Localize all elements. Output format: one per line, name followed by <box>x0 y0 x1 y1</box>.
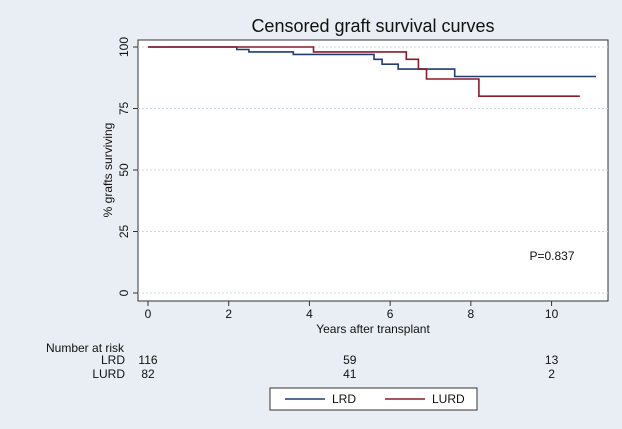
risk-count: 13 <box>545 353 559 367</box>
axes: 0 25 50 75 100 0 2 4 6 8 10 <box>117 37 559 321</box>
risk-table: LRD 116 59 13 LURD 82 41 2 <box>92 353 558 381</box>
risk-count: 41 <box>343 367 357 381</box>
x-tick-label: 8 <box>468 307 475 321</box>
x-axis-label: Years after transplant <box>316 322 430 336</box>
x-tick-label: 6 <box>387 307 394 321</box>
y-tick-label: 0 <box>117 289 131 296</box>
legend-label-lrd: LRD <box>332 392 356 406</box>
y-tick-label: 25 <box>117 225 131 239</box>
risk-row-label: LRD <box>101 353 125 367</box>
legend: LRD LURD <box>269 387 478 411</box>
x-tick-label: 0 <box>145 307 152 321</box>
legend-box <box>269 387 478 411</box>
series-line-lurd <box>148 46 580 97</box>
y-tick-label: 100 <box>117 37 131 57</box>
y-axis-label: % grafts surviving <box>101 123 115 218</box>
x-tick-label: 4 <box>306 307 313 321</box>
x-tick-label: 10 <box>545 307 559 321</box>
series-line-lrd <box>148 46 596 78</box>
y-tick-label: 50 <box>117 163 131 177</box>
risk-count: 82 <box>141 367 155 381</box>
risk-count: 2 <box>548 367 555 381</box>
series-lines <box>148 46 596 97</box>
p-value-annotation: P=0.837 <box>529 249 574 263</box>
risk-row-label: LURD <box>92 367 125 381</box>
y-tick-label: 75 <box>117 102 131 116</box>
x-tick-label: 2 <box>225 307 232 321</box>
legend-label-lurd: LURD <box>432 392 465 406</box>
risk-table-header: Number at risk <box>46 341 125 355</box>
plot-area <box>137 39 609 302</box>
risk-count: 59 <box>343 353 357 367</box>
chart-title: Censored graft survival curves <box>251 16 494 36</box>
risk-count: 116 <box>138 353 157 367</box>
